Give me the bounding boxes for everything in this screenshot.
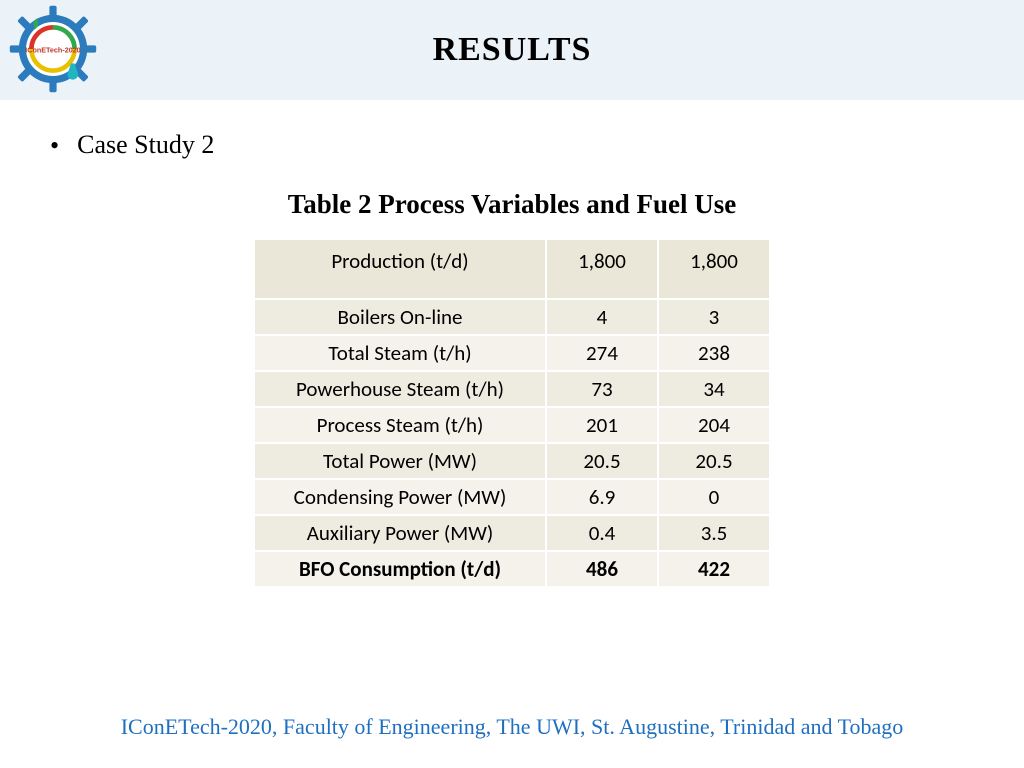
row-value-2: 238 [659, 336, 769, 370]
row-value-2: 3 [659, 300, 769, 334]
slide-title: RESULTS [433, 31, 592, 69]
table-row: Production (t/d)1,8001,800 [255, 240, 769, 298]
row-label: Total Power (MW) [255, 444, 545, 478]
row-value-2: 0 [659, 480, 769, 514]
slide-footer: IConETech-2020, Faculty of Engineering, … [0, 714, 1024, 740]
svg-text:IConETech-2020: IConETech-2020 [25, 46, 80, 55]
row-label: Production (t/d) [255, 240, 545, 298]
table-row: BFO Consumption (t/d)486422 [255, 552, 769, 586]
row-value-1: 201 [547, 408, 657, 442]
row-value-1: 20.5 [547, 444, 657, 478]
row-label: Process Steam (t/h) [255, 408, 545, 442]
row-label: Condensing Power (MW) [255, 480, 545, 514]
row-label: Auxiliary Power (MW) [255, 516, 545, 550]
table-row: Total Power (MW)20.520.5 [255, 444, 769, 478]
slide-content: • Case Study 2 Table 2 Process Variables… [0, 100, 1024, 588]
table-row: Auxiliary Power (MW)0.43.5 [255, 516, 769, 550]
row-value-2: 34 [659, 372, 769, 406]
table-row: Condensing Power (MW)6.90 [255, 480, 769, 514]
process-variables-table: Production (t/d)1,8001,800Boilers On-lin… [253, 238, 771, 588]
table-caption: Table 2 Process Variables and Fuel Use [40, 189, 984, 220]
row-value-1: 73 [547, 372, 657, 406]
row-value-1: 1,800 [547, 240, 657, 298]
conference-logo-icon: IConETech-2020 [8, 4, 98, 94]
table-row: Boilers On-line43 [255, 300, 769, 334]
row-label: BFO Consumption (t/d) [255, 552, 545, 586]
bullet-item: • Case Study 2 [50, 130, 984, 161]
bullet-marker-icon: • [50, 130, 59, 161]
row-value-1: 274 [547, 336, 657, 370]
row-value-2: 3.5 [659, 516, 769, 550]
row-value-2: 422 [659, 552, 769, 586]
row-label: Boilers On-line [255, 300, 545, 334]
table-row: Powerhouse Steam (t/h)7334 [255, 372, 769, 406]
row-value-2: 20.5 [659, 444, 769, 478]
row-value-1: 486 [547, 552, 657, 586]
row-value-1: 0.4 [547, 516, 657, 550]
row-label: Total Steam (t/h) [255, 336, 545, 370]
table-row: Process Steam (t/h)201204 [255, 408, 769, 442]
slide-header: IConETech-2020 RESULTS [0, 0, 1024, 100]
table-row: Total Steam (t/h)274238 [255, 336, 769, 370]
bullet-text: Case Study 2 [77, 130, 214, 160]
row-value-2: 1,800 [659, 240, 769, 298]
row-label: Powerhouse Steam (t/h) [255, 372, 545, 406]
row-value-2: 204 [659, 408, 769, 442]
row-value-1: 4 [547, 300, 657, 334]
row-value-1: 6.9 [547, 480, 657, 514]
